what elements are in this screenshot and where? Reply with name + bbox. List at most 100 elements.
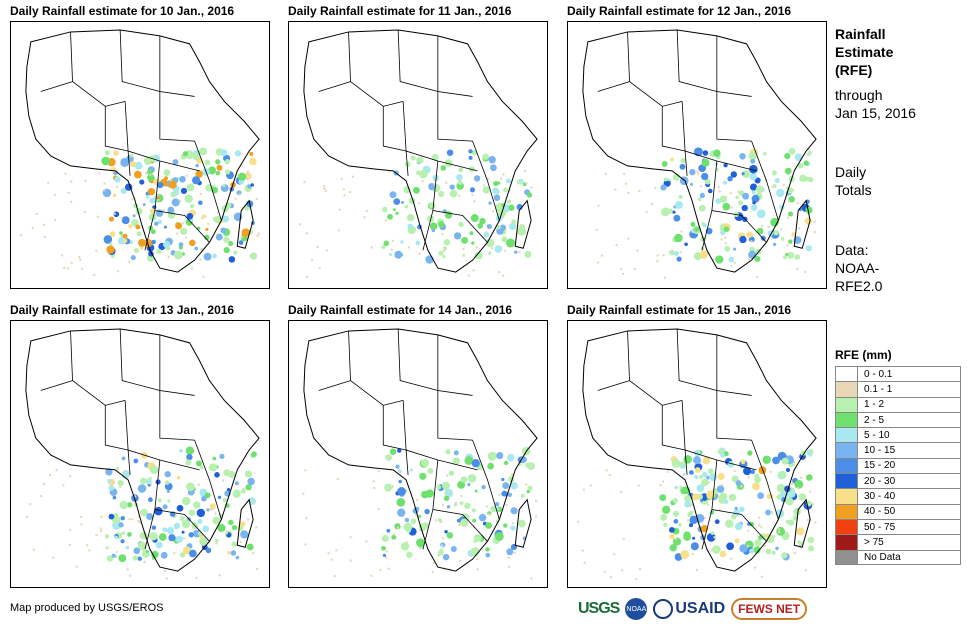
- rain-cell: [245, 484, 252, 491]
- rain-cell: [807, 536, 815, 544]
- through-date: Jan 15, 2016: [835, 105, 916, 121]
- rain-cell: [104, 534, 110, 539]
- rain-cell: [189, 204, 195, 209]
- rain-cell: [230, 550, 237, 556]
- legend-swatch: [836, 474, 858, 489]
- rain-cell: [199, 258, 202, 261]
- rain-cell: [734, 506, 738, 511]
- rain-cell: [244, 470, 252, 478]
- rain-cell: [804, 569, 807, 572]
- rain-cell: [53, 193, 57, 196]
- data-line: NOAA-: [835, 260, 880, 276]
- rain-cell: [700, 525, 708, 533]
- rain-cell: [740, 459, 746, 465]
- rain-cell: [79, 258, 82, 261]
- rain-cell: [305, 232, 308, 235]
- legend-swatch: [836, 504, 858, 519]
- rain-cell: [124, 470, 127, 474]
- rain-cell: [504, 249, 507, 252]
- rain-cell: [62, 484, 65, 487]
- rain-cell: [787, 199, 790, 203]
- rain-cell: [446, 149, 454, 156]
- rain-cell: [343, 194, 346, 197]
- totals-line: Daily: [835, 164, 867, 180]
- rain-cell: [786, 216, 790, 219]
- rain-cell: [487, 512, 491, 516]
- rain-cell: [222, 215, 230, 223]
- country-border: [159, 35, 195, 97]
- rain-cell: [787, 251, 795, 259]
- country-border: [751, 140, 779, 221]
- country-border: [701, 210, 713, 251]
- rain-cell: [483, 231, 490, 238]
- rain-cell: [31, 226, 35, 230]
- rain-cell: [680, 230, 683, 233]
- rain-cell: [707, 188, 713, 194]
- rain-cell: [60, 254, 64, 257]
- rain-cell: [342, 188, 345, 191]
- rain-cell: [782, 255, 787, 260]
- rain-cell: [111, 553, 116, 558]
- rain-cell: [186, 183, 195, 192]
- rain-cell: [204, 234, 210, 241]
- rain-cell: [507, 199, 512, 204]
- rain-cell: [120, 516, 125, 521]
- rain-cell: [131, 518, 134, 521]
- rain-cell: [233, 250, 238, 255]
- rain-cell: [119, 500, 128, 510]
- rain-cell: [418, 201, 421, 205]
- country-border: [154, 459, 210, 542]
- rain-cell: [303, 180, 306, 184]
- rain-cell: [696, 484, 705, 493]
- rain-cell: [749, 173, 757, 181]
- rain-cell: [139, 535, 142, 538]
- rain-cell: [726, 542, 735, 551]
- rain-cell: [115, 185, 119, 188]
- rain-cell: [453, 450, 459, 456]
- rain-cell: [674, 537, 678, 541]
- rain-cell: [251, 451, 257, 458]
- through-label: through: [835, 87, 883, 103]
- legend-swatch: [836, 367, 858, 382]
- country-border: [405, 150, 409, 176]
- rain-cell: [765, 509, 772, 516]
- rain-cell: [225, 169, 231, 175]
- rain-cell: [723, 163, 728, 168]
- rain-cell: [454, 501, 458, 504]
- country-border: [716, 35, 752, 97]
- rain-cell: [201, 495, 207, 502]
- map-panel-2: Daily Rainfall estimate for 11 Jan., 201…: [288, 4, 548, 289]
- rain-cell: [595, 228, 598, 232]
- rain-cell: [501, 236, 508, 243]
- rain-cell: [669, 533, 675, 540]
- rain-cell: [197, 518, 203, 524]
- legend-label: No Data: [864, 551, 901, 563]
- rain-cell: [500, 177, 503, 180]
- rain-cell: [805, 245, 813, 252]
- rain-cell: [212, 516, 221, 525]
- rain-cell: [149, 465, 159, 475]
- rain-cell: [703, 516, 707, 520]
- country-border: [318, 81, 351, 92]
- rain-cell: [116, 270, 120, 273]
- country-border: [627, 330, 683, 406]
- rain-cell: [146, 254, 155, 262]
- rain-cell: [181, 222, 185, 225]
- rain-cell: [767, 225, 770, 229]
- rain-cell: [762, 455, 771, 464]
- rain-cell: [215, 159, 221, 165]
- rain-cell: [785, 467, 791, 473]
- usaid-logo: USAID: [653, 599, 725, 619]
- rain-cell: [149, 197, 156, 204]
- rain-cell: [507, 453, 515, 462]
- rain-cell: [467, 274, 471, 277]
- rain-cell: [798, 541, 804, 547]
- rain-cell: [148, 213, 157, 221]
- map-panel-3: Daily Rainfall estimate for 12 Jan., 201…: [567, 4, 827, 289]
- rain-cell: [605, 469, 608, 472]
- rain-cell: [770, 217, 779, 227]
- rain-cell: [756, 227, 764, 235]
- rain-cell: [109, 242, 113, 246]
- rain-cell: [179, 175, 186, 183]
- rain-cell: [207, 222, 210, 226]
